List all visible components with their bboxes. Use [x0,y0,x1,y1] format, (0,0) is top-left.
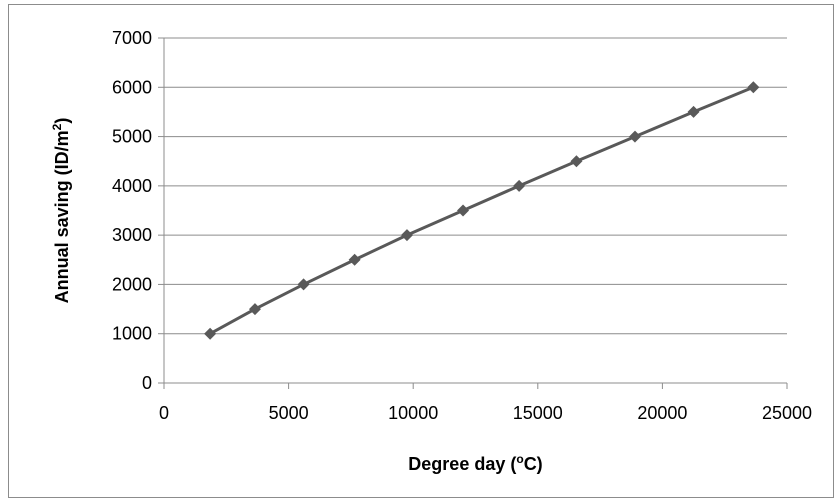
series-line [209,85,754,336]
data-point-marker [628,130,641,143]
data-point-marker [687,105,700,118]
x-axis-title: Degree day (oC) [408,452,542,474]
data-point-marker [248,303,261,316]
data-point-marker [513,179,526,192]
y-tick-label: 2000 [112,274,152,294]
data-point-marker [570,155,583,168]
y-tick-label: 4000 [112,176,152,196]
y-tick-label: 0 [142,373,152,393]
data-point-marker [348,253,361,266]
axes [163,38,787,384]
y-tick-label: 6000 [112,77,152,97]
data-point-marker [204,327,217,340]
y-tick-label: 1000 [112,324,152,344]
data-point-marker [297,278,310,291]
x-tick-label: 0 [159,403,169,423]
y-tick-labels: 0 1000 2000 3000 4000 5000 6000 7000 [112,28,164,393]
x-tick-label: 10000 [388,403,438,423]
y-tick-label: 5000 [112,127,152,147]
y-tick-label: 7000 [112,28,152,48]
x-tick-label: 15000 [513,403,563,423]
data-point-marker [400,229,413,242]
x-tick-label: 25000 [762,403,812,423]
y-tick-label: 3000 [112,225,152,245]
data-point-marker [457,204,470,217]
data-point-marker [747,81,760,94]
series-group [204,81,760,340]
y-axis-title: Annual saving (ID/m2) [50,118,72,304]
x-tick-label: 20000 [637,403,687,423]
chart-frame [8,4,834,498]
gridlines [164,37,787,335]
x-tick-label: 5000 [269,403,309,423]
x-tick-labels: 0 5000 10000 15000 20000 25000 [159,383,812,423]
